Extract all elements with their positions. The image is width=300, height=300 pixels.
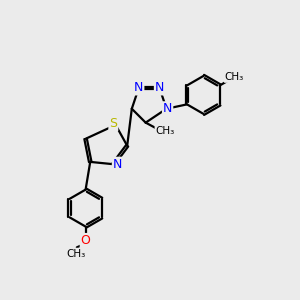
Text: N: N (113, 158, 122, 171)
Text: N: N (163, 102, 172, 115)
Text: N: N (155, 82, 164, 94)
Text: CH₃: CH₃ (155, 126, 175, 136)
Text: O: O (81, 234, 91, 247)
Text: S: S (109, 117, 117, 130)
Text: CH₃: CH₃ (225, 72, 244, 82)
Text: N: N (134, 82, 143, 94)
Text: CH₃: CH₃ (66, 249, 85, 259)
